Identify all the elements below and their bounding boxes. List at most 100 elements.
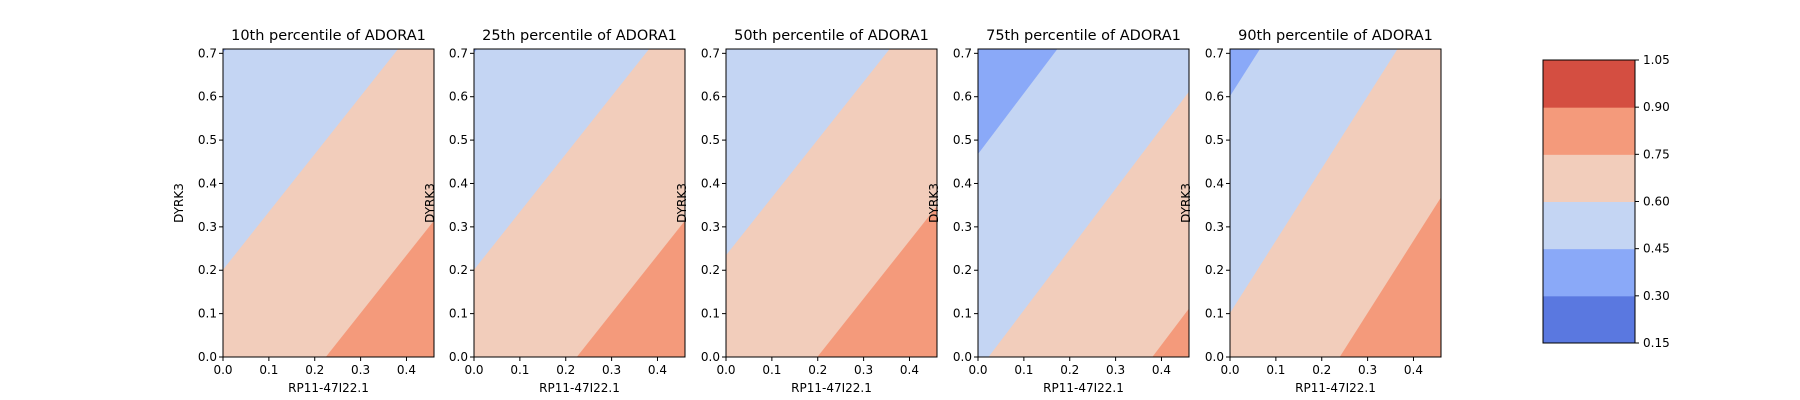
- y-tick-label: 0.2: [701, 263, 720, 277]
- y-tick-label: 0.7: [953, 46, 972, 60]
- x-tick-label: 0.0: [213, 363, 232, 377]
- colorbar-tick-label: 0.90: [1643, 100, 1670, 114]
- y-tick-label: 0.5: [701, 133, 720, 147]
- x-axis-label: RP11-47I22.1: [1043, 381, 1124, 395]
- x-axis-label: RP11-47I22.1: [539, 381, 620, 395]
- colorbar-swatch-0.30: [1543, 248, 1635, 297]
- colorbar-tick-label: 0.75: [1643, 147, 1670, 161]
- colorbar-tick-label: 1.05: [1643, 53, 1670, 67]
- plot-frame: [222, 48, 435, 358]
- colorbar-tick-label: 0.60: [1643, 195, 1670, 209]
- plot-title: 50th percentile of ADORA1: [734, 28, 929, 44]
- y-tick-label: 0.7: [1205, 46, 1224, 60]
- y-tick-label: 0.3: [449, 220, 468, 234]
- plot-title: 10th percentile of ADORA1: [231, 28, 426, 44]
- y-tick-label: 0.1: [449, 307, 468, 321]
- plot-title: 75th percentile of ADORA1: [986, 28, 1181, 44]
- y-tick-label: 0.1: [198, 307, 217, 321]
- y-axis-label: DYRK3: [423, 183, 437, 223]
- y-tick-label: 0.0: [198, 350, 217, 364]
- contour-panel-2: 0.0 0.1 0.2 0.3 0.4 0.0 0.1 0.2 0.3 0.4 0.5 0.6 0.7 R…: [423, 28, 686, 395]
- x-axis-label: RP11-47I22.1: [288, 381, 369, 395]
- y-tick-label: 0.4: [449, 176, 468, 190]
- y-tick-label: 0.5: [449, 133, 468, 147]
- y-tick-label: 0.4: [953, 176, 972, 190]
- x-tick-label: 0.1: [762, 363, 781, 377]
- colorbar-swatch-0.75: [1543, 107, 1635, 155]
- y-tick-label: 0.6: [198, 90, 217, 104]
- plot-frame: [725, 48, 938, 358]
- colorbar-swatch-0.90: [1543, 60, 1635, 108]
- plot-title: 25th percentile of ADORA1: [482, 28, 677, 44]
- y-tick-label: 0.1: [1205, 307, 1224, 321]
- y-tick-label: 0.7: [198, 46, 217, 60]
- plot-frame: [473, 48, 686, 358]
- y-tick-label: 0.2: [449, 263, 468, 277]
- colorbar-swatch-0.60: [1543, 154, 1635, 202]
- x-tick-label: 0.3: [1106, 363, 1125, 377]
- x-tick-label: 0.2: [808, 363, 827, 377]
- y-tick-label: 0.4: [1205, 176, 1224, 190]
- x-tick-label: 0.3: [854, 363, 873, 377]
- x-tick-label: 0.3: [351, 363, 370, 377]
- colorbar-swatch-0.45: [1543, 201, 1635, 250]
- contour-panel-5: 0.0 0.1 0.2 0.3 0.4 0.0 0.1 0.2 0.3 0.4 0.5 0.6 0.7 R…: [1179, 28, 1442, 395]
- x-tick-label: 0.4: [900, 363, 919, 377]
- y-tick-label: 0.2: [198, 263, 217, 277]
- x-tick-label: 0.4: [1152, 363, 1171, 377]
- colorbar-tick-label: 0.15: [1643, 336, 1670, 350]
- x-tick-label: 0.1: [1014, 363, 1033, 377]
- y-tick-label: 0.6: [953, 90, 972, 104]
- y-tick-label: 0.5: [198, 133, 217, 147]
- x-tick-label: 0.1: [510, 363, 529, 377]
- y-tick-label: 0.7: [449, 46, 468, 60]
- y-tick-label: 0.3: [1205, 220, 1224, 234]
- x-tick-label: 0.1: [1266, 363, 1285, 377]
- y-tick-label: 0.5: [1205, 133, 1224, 147]
- y-tick-label: 0.4: [701, 176, 720, 190]
- x-tick-label: 0.2: [1060, 363, 1079, 377]
- x-tick-label: 0.4: [1404, 363, 1423, 377]
- plot-frame: [1229, 48, 1442, 358]
- x-tick-label: 0.2: [556, 363, 575, 377]
- contour-panel-3: 0.0 0.1 0.2 0.3 0.4 0.0 0.1 0.2 0.3 0.4 0.5 0.6 0.7 R…: [675, 28, 938, 395]
- x-axis-label: RP11-47I22.1: [791, 381, 872, 395]
- x-tick-label: 0.3: [602, 363, 621, 377]
- y-tick-label: 0.0: [701, 350, 720, 364]
- y-tick-label: 0.1: [701, 307, 720, 321]
- y-tick-label: 0.6: [701, 90, 720, 104]
- x-tick-label: 0.0: [464, 363, 483, 377]
- y-tick-label: 0.5: [953, 133, 972, 147]
- colorbar-tick-label: 0.30: [1643, 289, 1670, 303]
- y-axis-label: DYRK3: [675, 183, 689, 223]
- y-tick-label: 0.0: [1205, 350, 1224, 364]
- y-tick-label: 0.6: [1205, 90, 1224, 104]
- plot-frame: [977, 48, 1190, 358]
- x-tick-label: 0.4: [648, 363, 667, 377]
- x-axis-label: RP11-47I22.1: [1295, 381, 1376, 395]
- contour-panel-4: 0.0 0.1 0.2 0.3 0.4 0.0 0.1 0.2 0.3 0.4 0.5 0.6 0.7 R…: [927, 28, 1190, 395]
- y-tick-label: 0.2: [1205, 263, 1224, 277]
- y-tick-label: 0.2: [953, 263, 972, 277]
- contour-panel-1: 0.0 0.1 0.2 0.3 0.4 0.0 0.1 0.2 0.3 0.4 0.5 0.6 0.7 R…: [172, 28, 435, 395]
- y-tick-label: 0.0: [449, 350, 468, 364]
- plot-title: 90th percentile of ADORA1: [1238, 28, 1433, 44]
- y-tick-label: 0.4: [198, 176, 217, 190]
- x-tick-label: 0.1: [259, 363, 278, 377]
- x-tick-label: 0.0: [716, 363, 735, 377]
- x-tick-label: 0.3: [1358, 363, 1377, 377]
- y-axis-label: DYRK3: [172, 183, 186, 223]
- x-tick-label: 0.2: [305, 363, 324, 377]
- colorbar-tick-label: 0.45: [1643, 242, 1670, 256]
- y-tick-label: 0.0: [953, 350, 972, 364]
- y-axis-label: DYRK3: [1179, 183, 1193, 223]
- y-tick-label: 0.3: [953, 220, 972, 234]
- y-tick-label: 0.3: [701, 220, 720, 234]
- x-tick-label: 0.0: [968, 363, 987, 377]
- x-tick-label: 0.2: [1312, 363, 1331, 377]
- x-tick-label: 0.0: [1220, 363, 1239, 377]
- colorbar: 0.15 0.30 0.45 0.60 0.75 0.90 1.05: [1542, 53, 1670, 350]
- colorbar-swatch-0.15: [1543, 295, 1635, 344]
- y-tick-label: 0.6: [449, 90, 468, 104]
